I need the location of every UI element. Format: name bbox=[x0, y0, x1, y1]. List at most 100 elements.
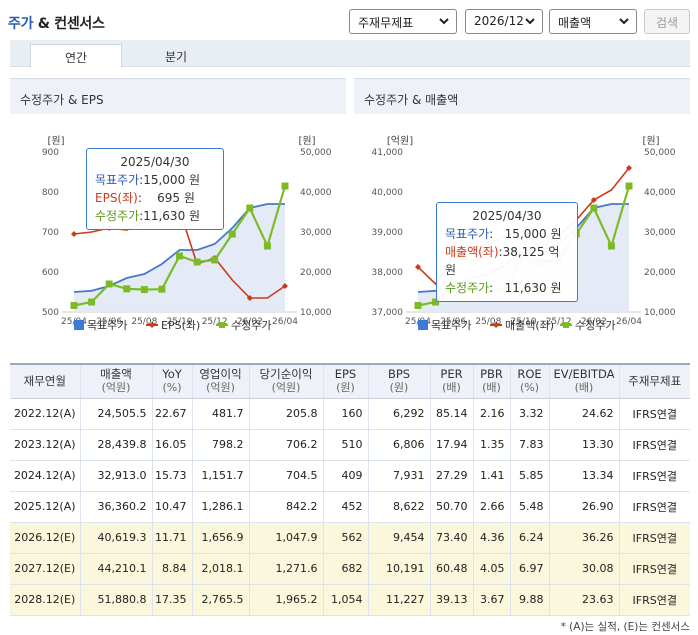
statement-select[interactable]: 주재무제표 bbox=[349, 9, 457, 34]
table-cell: 2022.12(A) bbox=[10, 398, 80, 430]
table-cell: 10,191 bbox=[367, 553, 430, 585]
table-cell: 2.66 bbox=[472, 491, 510, 523]
page-title: 주가 & 컨센서스 bbox=[8, 13, 105, 33]
column-header: 매출액 (억원) bbox=[79, 363, 152, 399]
table-cell: 27.29 bbox=[429, 460, 473, 492]
table-cell: 5.48 bbox=[509, 491, 549, 523]
column-header-label: BPS bbox=[387, 367, 411, 382]
left-axis-tick: 39,000 bbox=[372, 228, 404, 238]
column-header-unit: (억원) bbox=[206, 381, 235, 395]
table-cell: 2026.12(E) bbox=[10, 522, 80, 554]
left-axis-unit: [원] bbox=[47, 135, 64, 147]
table-row: 2027.12(E) 44,210.1 8.84 2,018.1 1,271.6 682 1… bbox=[10, 553, 690, 585]
column-header-label: PER bbox=[440, 367, 463, 382]
table-cell: 50.70 bbox=[429, 491, 473, 523]
table-cell: 8.84 bbox=[151, 553, 192, 585]
table-cell: 2.16 bbox=[472, 398, 510, 430]
right-axis-tick: 30,000 bbox=[644, 228, 676, 238]
column-header: EV/EBITDA (배) bbox=[548, 363, 619, 399]
left-axis-tick: 700 bbox=[42, 228, 59, 238]
table-cell: 22.67 bbox=[151, 398, 192, 430]
column-header-label: 주재무제표 bbox=[628, 373, 682, 388]
price-marker bbox=[176, 252, 183, 260]
column-header: 영업이익 (억원) bbox=[191, 363, 249, 399]
table-cell: 2025.12(A) bbox=[10, 491, 80, 523]
tooltip-value: :11,630 원 bbox=[139, 209, 201, 223]
table-body: 2022.12(A) 24,505.5 22.67 481.7 205.8 160 6,29… bbox=[10, 398, 690, 616]
table-cell: 481.7 bbox=[191, 398, 249, 430]
table-cell: 6.97 bbox=[509, 553, 549, 585]
left-axis-tick: 41,000 bbox=[372, 148, 404, 158]
table-cell: IFRS연결 bbox=[618, 584, 690, 616]
price-marker bbox=[246, 204, 254, 212]
price-marker bbox=[193, 258, 201, 266]
legend-swatch bbox=[418, 320, 428, 330]
metric-select[interactable]: 매출액 bbox=[549, 9, 637, 34]
column-header: 재무연월 bbox=[10, 363, 80, 399]
table-cell: 2023.12(A) bbox=[10, 429, 80, 461]
column-header-unit: (%) bbox=[162, 381, 182, 395]
page-title-rest: & 컨센서스 bbox=[37, 16, 105, 32]
table-cell: 842.2 bbox=[248, 491, 323, 523]
table-cell: 6,806 bbox=[367, 429, 430, 461]
price-marker bbox=[607, 242, 615, 250]
table-cell: 16.05 bbox=[151, 429, 192, 461]
table-row: 2025.12(A) 36,360.2 10.47 1,286.1 842.2 452 8,… bbox=[10, 491, 690, 523]
tooltip-label: 수정주가 bbox=[95, 209, 140, 223]
table-cell: 17.35 bbox=[151, 584, 192, 616]
table-cell: 4.05 bbox=[472, 553, 510, 585]
table-cell: 2,018.1 bbox=[191, 553, 249, 585]
right-axis-unit: [원] bbox=[298, 135, 315, 147]
table-cell: 205.8 bbox=[248, 398, 323, 430]
table-cell: IFRS연결 bbox=[618, 553, 690, 585]
table-cell: 24,505.5 bbox=[79, 398, 152, 430]
tooltip-label: 수정주가 bbox=[445, 281, 490, 295]
left-series-marker bbox=[282, 283, 288, 289]
column-header-unit: (배) bbox=[574, 381, 594, 395]
table-cell: 73.40 bbox=[429, 522, 473, 554]
table-cell: 452 bbox=[322, 491, 368, 523]
search-button[interactable]: 검색 bbox=[644, 9, 690, 34]
left-series-marker bbox=[71, 231, 77, 237]
right-axis-tick: 20,000 bbox=[300, 268, 332, 278]
right-axis-tick: 50,000 bbox=[644, 148, 676, 158]
table-cell: 1,054 bbox=[322, 584, 368, 616]
price-marker bbox=[228, 230, 236, 238]
column-header: 당기순이익 (억원) bbox=[248, 363, 323, 399]
column-header-unit: (%) bbox=[519, 381, 540, 395]
table-cell: 1,656.9 bbox=[191, 522, 249, 554]
column-header: 주재무제표 bbox=[618, 363, 690, 399]
right-axis-tick: 50,000 bbox=[300, 148, 332, 158]
table-cell: 36,360.2 bbox=[79, 491, 152, 523]
chevron-down-icon bbox=[525, 18, 535, 25]
table-cell: 23.63 bbox=[548, 584, 619, 616]
table-cell: 32,913.0 bbox=[79, 460, 152, 492]
table-row: 2024.12(A) 32,913.0 15.73 1,151.7 704.5 409 7,… bbox=[10, 460, 690, 492]
x-axis-tick: 25/12 bbox=[546, 317, 572, 327]
chart-title: 수정주가 & 매출액 bbox=[354, 78, 690, 114]
price-marker bbox=[211, 256, 219, 264]
table-cell: 4.36 bbox=[472, 522, 510, 554]
tab-quarterly[interactable]: 분기 bbox=[164, 50, 188, 64]
right-axis-tick: 10,000 bbox=[644, 308, 676, 318]
table-cell: 11,227 bbox=[367, 584, 430, 616]
legend-label: 수정주가 bbox=[575, 319, 615, 332]
legend-swatch bbox=[219, 322, 225, 328]
footnote: * (A)는 실적, (E)는 컨센서스 bbox=[560, 621, 690, 633]
right-axis-tick: 30,000 bbox=[300, 228, 332, 238]
tab-annual[interactable]: 연간 bbox=[30, 44, 122, 68]
table-header-row: 재무연월 매출액 (억원) YoY (%) 영업이익 (억원) 당기순이익 (억원) EPS (원)… bbox=[10, 363, 690, 399]
column-header-unit: (억원) bbox=[271, 381, 301, 395]
table-cell: 8,622 bbox=[367, 491, 430, 523]
table-cell: 2,765.5 bbox=[191, 584, 249, 616]
left-axis-tick: 38,000 bbox=[372, 268, 404, 278]
table-row: 2028.12(E) 51,880.8 17.35 2,765.5 1,965.2 1,0… bbox=[10, 584, 690, 616]
legend-swatch bbox=[149, 322, 155, 328]
header: 주가 & 컨센서스 주재무제표 2026/12 매출액 검색 bbox=[0, 0, 698, 40]
price-marker bbox=[123, 285, 131, 293]
period-select[interactable]: 2026/12 bbox=[465, 9, 543, 34]
column-header-unit: (원) bbox=[336, 381, 355, 395]
left-axis-tick: 37,000 bbox=[372, 308, 404, 318]
column-header-label: 매출액 bbox=[100, 367, 132, 382]
chart-title: 수정주가 & EPS bbox=[10, 78, 346, 114]
